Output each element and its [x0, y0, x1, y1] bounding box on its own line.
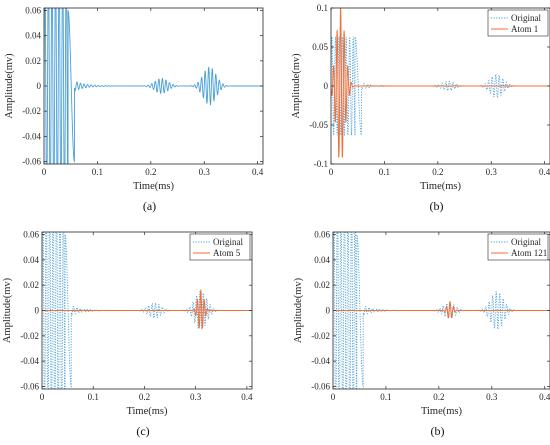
legend-entry: Original [213, 237, 243, 247]
y-tick-label: -0.04 [311, 356, 330, 366]
y-tick-label: 0.05 [312, 42, 328, 52]
y-tick-label: -0.04 [22, 131, 41, 141]
y-tick-label: -0.06 [22, 156, 41, 166]
x-tick-label: 0 [331, 392, 336, 402]
x-tick-label: 0.4 [539, 167, 550, 177]
panel-caption: (b) [431, 424, 445, 438]
x-tick-label: 0.2 [145, 167, 156, 177]
x-tick-label: 0.3 [486, 392, 498, 402]
series-line-original [42, 232, 252, 389]
x-tick-label: 0.4 [241, 392, 253, 402]
series-line-original [44, 8, 263, 164]
series-line-atom-121 [333, 301, 550, 319]
y-axis-label: Amplitude(mv) [4, 53, 15, 119]
x-tick-label: 0.3 [486, 167, 498, 177]
legend-entry: Atom 121 [511, 248, 547, 258]
y-tick-label: 0.02 [23, 280, 39, 290]
legend-entry: Original [511, 13, 541, 23]
x-tick-label: 0.4 [252, 167, 264, 177]
y-tick-label: -0.04 [20, 356, 39, 366]
x-tick-label: 0.2 [432, 167, 443, 177]
y-tick-label: 0 [37, 81, 42, 91]
legend-entry: Atom 1 [511, 24, 538, 34]
y-tick-label: -0.02 [20, 331, 39, 341]
panel-caption: (b) [430, 199, 444, 213]
legend-box [189, 233, 251, 261]
y-tick-label: -0.06 [20, 381, 39, 391]
x-tick-label: 0.2 [139, 392, 150, 402]
chart-panel-2: 0 0.1 0.2 0.3 0.4 -0.1 -0.05 0 0.05 0.1 Time(ms) Am… [291, 3, 550, 213]
y-tick-label: 0 [324, 81, 329, 91]
y-tick-label: 0.04 [23, 255, 39, 265]
y-tick-label: 0 [35, 306, 40, 316]
x-tick-label: 0.1 [92, 167, 103, 177]
y-tick-label: -0.02 [22, 106, 41, 116]
x-tick-label: 0.3 [190, 392, 202, 402]
series-line-original [333, 232, 550, 389]
y-tick-label: 0.06 [23, 230, 39, 240]
panel-caption: (c) [136, 424, 149, 438]
y-tick-label: 0.02 [314, 280, 330, 290]
y-tick-label: -0.02 [311, 331, 330, 341]
x-tick-label: 0 [42, 167, 47, 177]
x-axis-label: Time(ms) [133, 181, 175, 192]
x-tick-label: 0.1 [379, 167, 390, 177]
y-tick-label: 0.1 [317, 3, 328, 13]
x-axis-label: Time(ms) [126, 406, 168, 417]
series-line-atom-1 [331, 8, 550, 158]
x-axis-label: Time(ms) [421, 406, 463, 417]
y-tick-label: 0.04 [314, 255, 330, 265]
y-tick-label: -0.05 [309, 120, 328, 130]
legend-entry: Original [511, 237, 541, 247]
series-line-atom-5 [42, 288, 252, 329]
x-tick-label: 0 [40, 392, 45, 402]
x-axis-label: Time(ms) [420, 181, 462, 192]
legend-box [487, 233, 549, 261]
chart-panel-3: 0 0.1 0.2 0.3 0.4 -0.06 -0.04 -0.02 0 0.02 0.04 0.0… [2, 230, 253, 438]
y-axis-label: Amplitude(mv) [291, 53, 302, 119]
legend-entry: Atom 5 [213, 248, 241, 258]
y-tick-label: 0 [326, 306, 331, 316]
x-tick-label: 0.3 [199, 167, 211, 177]
y-tick-label: -0.06 [311, 381, 330, 391]
chart-panel-4: 0 0.1 0.2 0.3 0.4 -0.06 -0.04 -0.02 0 0.02 0.04 0.0… [293, 230, 550, 438]
y-tick-label: 0.02 [25, 56, 41, 66]
y-tick-label: 0.06 [25, 6, 41, 16]
x-tick-label: 0.1 [380, 392, 391, 402]
y-axis-label: Amplitude(mv) [2, 277, 13, 343]
legend-box [487, 9, 549, 37]
x-tick-label: 0 [329, 167, 334, 177]
chart-panel-1: 0 0.1 0.2 0.3 0.4 -0.06 -0.04 -0.02 0 0.02 0.04 0.0… [4, 6, 264, 213]
x-tick-label: 0.1 [88, 392, 99, 402]
x-tick-label: 0.4 [539, 392, 550, 402]
y-tick-label: 0.06 [314, 230, 330, 240]
y-tick-label: 0.04 [25, 31, 41, 41]
y-axis-label: Amplitude(mv) [293, 277, 304, 343]
y-tick-label: -0.1 [314, 159, 328, 169]
panel-caption: (a) [143, 199, 156, 213]
x-tick-label: 0.2 [433, 392, 444, 402]
